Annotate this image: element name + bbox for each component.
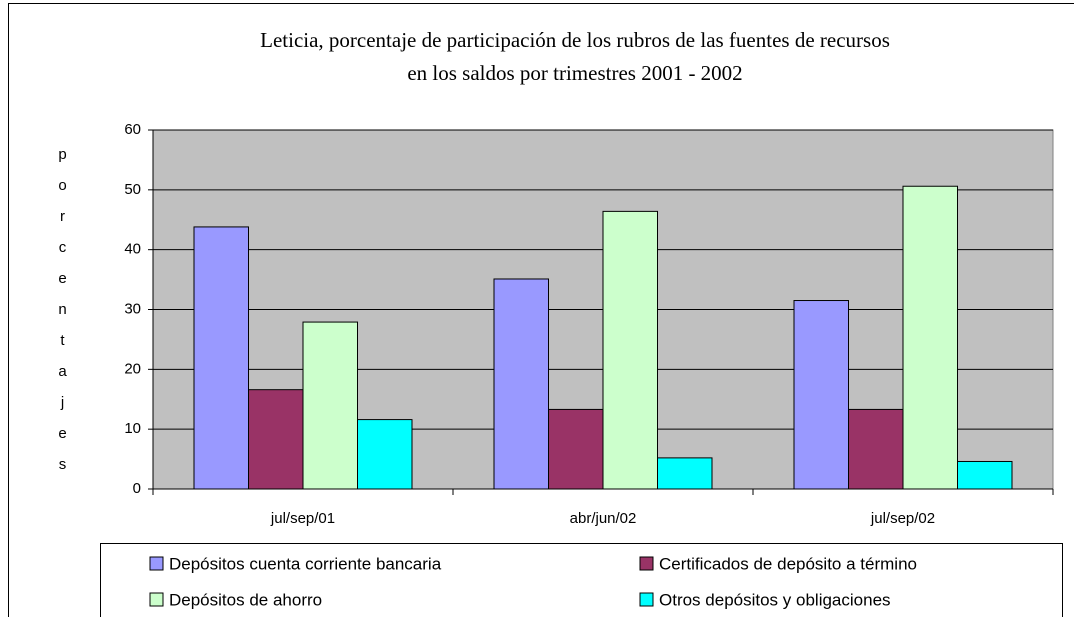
chart-border (8, 3, 1074, 617)
bar (902, 185, 958, 490)
legend-swatch (149, 556, 164, 571)
y-tick-label: 50 (124, 181, 141, 198)
bar (793, 300, 849, 490)
bar (548, 408, 604, 490)
y-tick-label: 20 (124, 360, 141, 377)
bar (957, 460, 1013, 490)
legend-label: Certificados de depósito a término (659, 554, 917, 573)
legend-label: Otros depósitos y obligaciones (659, 590, 891, 609)
x-tick-label: abr/jun/02 (570, 510, 637, 527)
bar (848, 408, 904, 490)
legend-swatch (639, 592, 654, 607)
bar (493, 278, 549, 490)
y-tick-label: 10 (124, 420, 141, 437)
bar (357, 419, 413, 490)
bar (193, 226, 249, 490)
legend-label: Depósitos cuenta corriente bancaria (169, 554, 442, 573)
bar (602, 210, 658, 490)
chart-title: Leticia, porcentaje de participación de … (260, 28, 890, 52)
legend-swatch (639, 556, 654, 571)
y-axis-label: porcentajes (54, 146, 71, 487)
legend-label: Depósitos de ahorro (169, 590, 322, 609)
chart-title: en los saldos por trimestres 2001 - 2002 (407, 61, 742, 85)
x-tick-label: jul/sep/02 (870, 510, 935, 527)
y-tick-label: 40 (124, 241, 141, 258)
y-tick-label: 30 (124, 300, 141, 317)
x-tick-label: jul/sep/01 (270, 510, 335, 527)
legend-swatch (149, 592, 164, 607)
bar (657, 457, 713, 490)
bar (302, 321, 358, 490)
bar (248, 389, 304, 490)
y-tick-label: 0 (133, 480, 141, 497)
legend-box (100, 543, 1063, 617)
y-tick-label: 60 (124, 121, 141, 138)
